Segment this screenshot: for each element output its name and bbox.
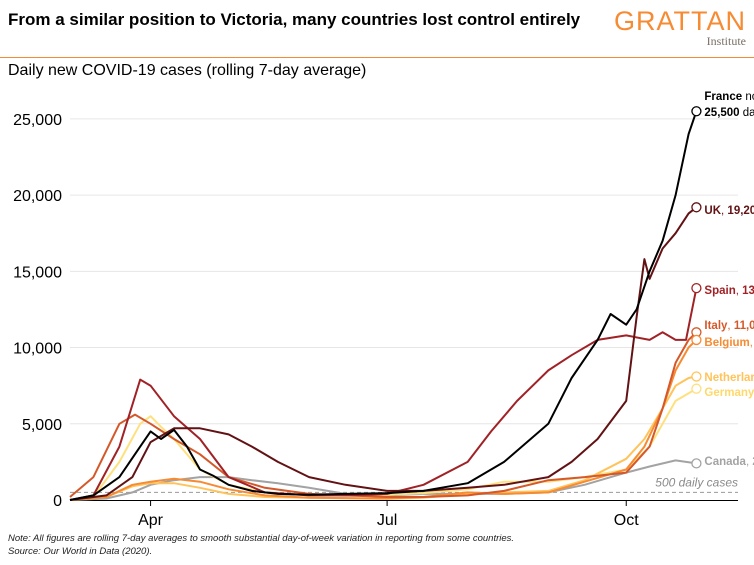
reference-line-label: 500 daily cases xyxy=(655,475,738,489)
label-france-line1: France now has xyxy=(704,91,754,103)
y-tick-label: 5,000 xyxy=(22,417,62,434)
chart-subtitle: Daily new COVID-19 cases (rolling 7-day … xyxy=(8,62,367,79)
y-tick-label: 0 xyxy=(53,493,62,510)
chart-title: From a similar position to Victoria, man… xyxy=(8,10,581,29)
series-lines xyxy=(69,110,698,501)
end-marker-spain xyxy=(691,282,702,294)
end-marker-uk xyxy=(691,202,702,213)
series-line-spain xyxy=(69,287,698,501)
label-netherlands: Netherlands, 8,100 xyxy=(704,372,754,384)
y-axis-ticks: 0 5,000 10,000 15,000 20,000 25,000 xyxy=(13,112,62,510)
label-uk: UK, 19,200 xyxy=(704,205,754,217)
series-labels: France now has 25,500 daily cases UK, 19,2… xyxy=(691,91,754,469)
end-marker-belgium xyxy=(691,334,702,346)
logo-subtext: Institute xyxy=(706,34,746,48)
source-text: Source: Our World in Data (2020). xyxy=(8,546,153,557)
label-germany: Germany, 7,300 xyxy=(704,387,754,399)
x-tick-label: Jul xyxy=(377,512,397,529)
label-italy: Italy, 11,000 xyxy=(704,320,754,332)
logo-wordmark: GRATTAN xyxy=(614,6,746,36)
y-tick-label: 25,000 xyxy=(13,112,62,129)
y-tick-label: 20,000 xyxy=(13,188,62,205)
reference-line: 500 daily cases xyxy=(70,475,738,493)
grattan-logo: GRATTAN Institute xyxy=(614,7,746,47)
y-tick-label: 15,000 xyxy=(13,264,62,281)
label-spain: Spain, 13,900 xyxy=(704,285,754,297)
series-line-uk xyxy=(69,206,698,501)
end-marker-france xyxy=(691,106,702,117)
line-chart: 0 5,000 10,000 15,000 20,000 25,000 Apr Jul Oct… xyxy=(13,91,754,529)
gridlines xyxy=(70,118,738,425)
end-marker-germany xyxy=(691,383,702,394)
y-tick-label: 10,000 xyxy=(13,341,62,358)
label-canada: Canada, 2,400 xyxy=(704,456,754,468)
end-marker-canada xyxy=(691,458,702,469)
label-belgium: Belgium, 10,500 xyxy=(704,337,754,349)
x-tick-label: Oct xyxy=(614,512,639,529)
series-line-italy xyxy=(69,331,698,498)
x-axis: Apr Jul Oct xyxy=(70,500,738,529)
end-marker-netherlands xyxy=(691,371,702,382)
label-france-line2: 25,500 daily cases xyxy=(704,107,754,119)
x-tick-label: Apr xyxy=(138,512,164,529)
header-rule xyxy=(0,57,754,58)
note-text: Note: All figures are rolling 7-day aver… xyxy=(8,533,515,544)
chart-notes: Note: All figures are rolling 7-day aver… xyxy=(8,532,514,558)
series-line-france xyxy=(69,110,698,501)
